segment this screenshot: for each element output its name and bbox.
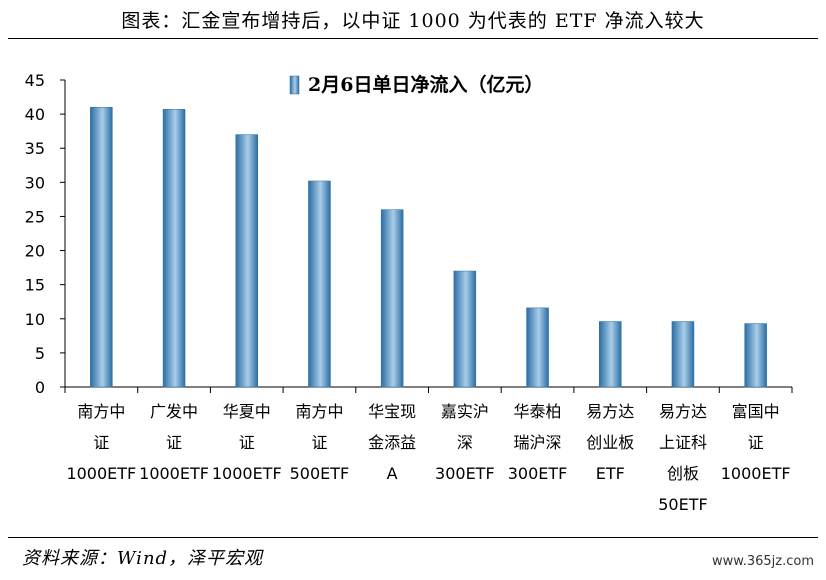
- bar: [90, 107, 113, 388]
- bar: [599, 321, 622, 388]
- x-category-label: 1000ETF: [139, 464, 209, 483]
- x-category-label: 华夏中: [223, 402, 271, 421]
- x-category-label: 南方中: [295, 402, 343, 421]
- x-category-label: 易方达: [659, 402, 707, 421]
- y-tick-label: 5: [35, 344, 45, 363]
- x-category-label: 证: [311, 433, 327, 452]
- bottom-rule: [8, 537, 818, 538]
- y-tick-label: 35: [25, 139, 45, 158]
- bars: [90, 107, 767, 388]
- x-category-label: 创业板: [586, 433, 634, 452]
- x-category-label: 证: [166, 433, 182, 452]
- x-category-label: ETF: [596, 464, 625, 483]
- x-category-label: 瑞沪深: [514, 433, 562, 452]
- x-category-label: 南方中: [77, 402, 125, 421]
- x-category-label: 上证科: [659, 433, 707, 452]
- bar: [380, 209, 404, 388]
- y-tick-label: 15: [25, 276, 45, 295]
- x-category-label: 1000ETF: [212, 464, 282, 483]
- x-category-label: 证: [93, 433, 109, 452]
- bar: [308, 180, 331, 388]
- x-category-label: 证: [239, 433, 255, 452]
- x-category-label: 深: [457, 433, 473, 452]
- x-category-label: 50ETF: [658, 495, 707, 514]
- y-tick-label: 20: [25, 242, 45, 261]
- x-category-label: 广发中: [150, 402, 198, 421]
- x-category-label: 证: [748, 433, 764, 452]
- x-category-label: A: [387, 464, 398, 483]
- x-category-label: 华宝现: [368, 402, 416, 421]
- legend-label: 2月6日单日净流入（亿元）: [308, 73, 543, 96]
- x-category-label: 嘉实沪: [441, 402, 489, 421]
- y-tick-label: 0: [35, 378, 45, 397]
- axes: 0 5 10 15 20 25 30 35 40 45: [25, 71, 793, 397]
- source-note: 资料来源：Wind，泽平宏观: [22, 548, 264, 569]
- y-tick-label: 25: [25, 207, 45, 226]
- x-category-label: 创板: [667, 464, 699, 483]
- bar: [162, 109, 186, 388]
- watermark: www.365jz.com: [712, 554, 814, 569]
- x-category-label: 300ETF: [435, 464, 495, 483]
- x-category-label: 300ETF: [508, 464, 568, 483]
- legend: 2月6日单日净流入（亿元）: [289, 73, 543, 96]
- bar: [235, 134, 258, 388]
- y-tick-label: 45: [25, 71, 45, 90]
- x-category-label: 富国中: [732, 402, 780, 421]
- y-tick-label: 40: [25, 105, 45, 124]
- x-category-label: 华泰柏: [514, 402, 562, 421]
- y-tick-label: 30: [25, 173, 45, 192]
- bar: [744, 323, 767, 388]
- top-rule: [8, 38, 818, 39]
- bar: [453, 270, 477, 388]
- bar: [526, 307, 549, 388]
- x-category-label: 1000ETF: [66, 464, 136, 483]
- x-category-label: 易方达: [586, 402, 634, 421]
- x-category-label: 500ETF: [290, 464, 350, 483]
- bar: [671, 321, 695, 388]
- figure-title: 图表：汇金宣布增持后，以中证 1000 为代表的 ETF 净流入较大: [121, 10, 705, 32]
- y-tick-label: 10: [25, 310, 45, 329]
- x-category-label: 1000ETF: [721, 464, 791, 483]
- x-category-label: 金添益: [368, 433, 416, 452]
- legend-swatch: [289, 75, 300, 95]
